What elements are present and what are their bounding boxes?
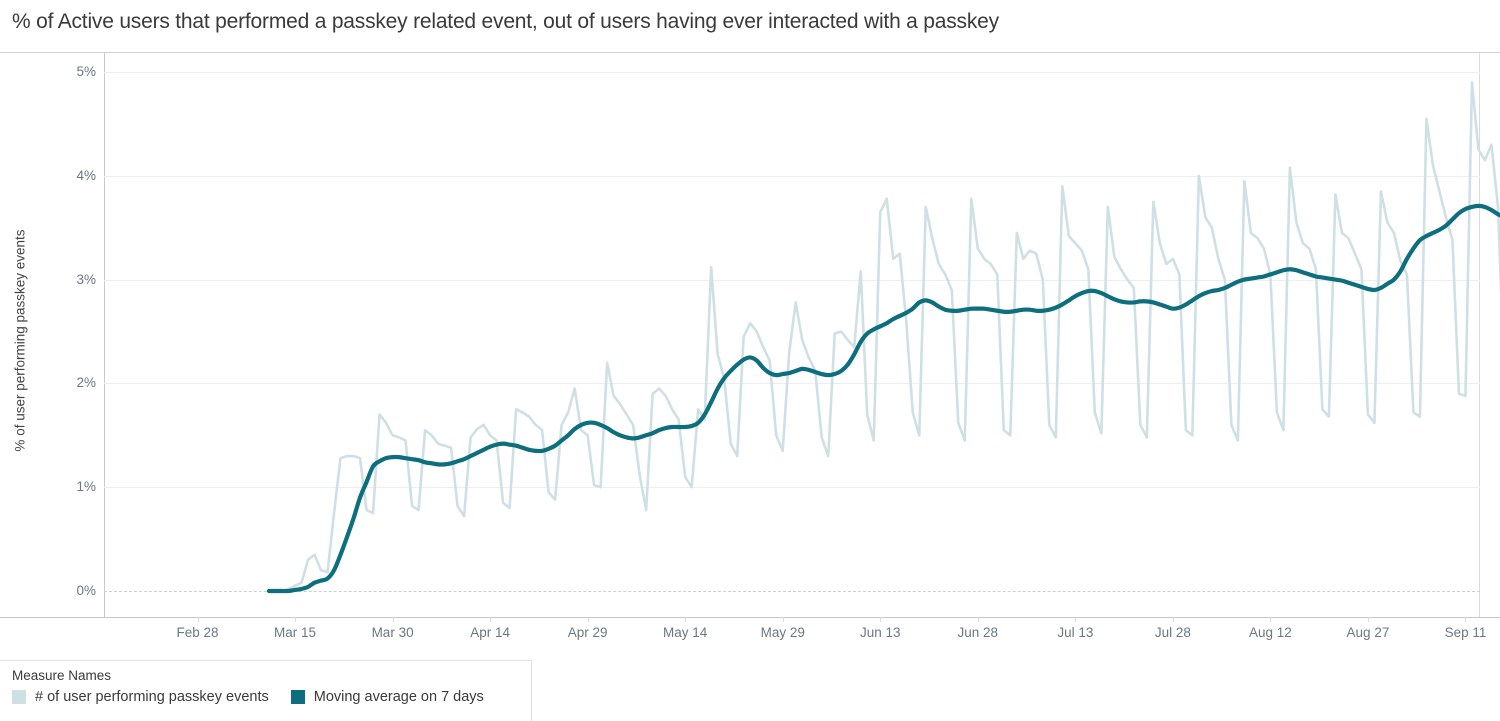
x-tick-mark-may-29 xyxy=(782,617,784,622)
x-tick-mark-jul-13 xyxy=(1075,617,1077,622)
series-line-moving-average xyxy=(266,203,1500,594)
y-axis-title: % of user performing passkey events xyxy=(12,229,28,452)
x-tick-mark-aug-12 xyxy=(1270,617,1272,622)
x-tick-jun-13: Jun 13 xyxy=(859,625,901,640)
x-tick-jun-28: Jun 28 xyxy=(957,625,999,640)
legend-items: # of user performing passkey events Movin… xyxy=(12,689,712,705)
x-tick-mark-mar-30 xyxy=(392,617,394,622)
x-tick-mark-may-14 xyxy=(685,617,687,622)
x-tick-apr-29: Apr 29 xyxy=(567,625,608,640)
x-tick-feb-28: Feb 28 xyxy=(176,625,219,640)
y-tick-2%: 2% xyxy=(76,375,96,391)
legend-item-label: Moving average on 7 days xyxy=(313,689,484,705)
legend-item[interactable]: # of user performing passkey events xyxy=(12,689,269,705)
x-tick-mark-feb-28 xyxy=(197,617,199,622)
x-tick-mark-aug-27 xyxy=(1367,617,1369,622)
x-tick-mar-15: Mar 15 xyxy=(274,625,317,640)
x-tick-may-29: May 29 xyxy=(760,625,805,640)
page-title: % of Active users that performed a passk… xyxy=(12,10,999,33)
y-axis-line xyxy=(104,53,105,617)
gridline-0% xyxy=(104,591,1480,592)
x-tick-apr-14: Apr 14 xyxy=(470,625,510,640)
x-tick-aug-27: Aug 27 xyxy=(1346,625,1390,640)
legend-swatch-movavg xyxy=(290,690,305,704)
legend: Measure Names # of user performing passk… xyxy=(12,668,712,705)
x-tick-mark-sep-11 xyxy=(1465,617,1467,622)
legend-item[interactable]: Moving average on 7 days xyxy=(290,689,484,705)
y-tick-3%: 3% xyxy=(76,271,96,287)
y-tick-1%: 1% xyxy=(76,479,96,495)
series-line-raw-events xyxy=(267,81,1500,593)
x-tick-mar-30: Mar 30 xyxy=(371,625,414,640)
chart-series-svg xyxy=(266,81,1500,594)
x-tick-mark-apr-29 xyxy=(587,617,589,622)
gridline-5% xyxy=(104,72,1480,73)
legend-title: Measure Names xyxy=(12,668,112,683)
x-tick-aug-12: Aug 12 xyxy=(1249,625,1292,640)
plot-right-border xyxy=(1479,53,1480,617)
gridline-2% xyxy=(104,383,1480,385)
x-tick-jul-13: Jul 13 xyxy=(1057,625,1094,640)
y-tick-5%: 5% xyxy=(76,64,96,79)
x-tick-mark-jul-28 xyxy=(1172,617,1174,622)
legend-item-label: # of user performing passkey events xyxy=(35,689,269,705)
x-tick-sep-11: Sep 11 xyxy=(1444,625,1487,640)
gridline-4% xyxy=(104,175,1480,177)
gridline-3% xyxy=(104,279,1480,281)
x-tick-jul-28: Jul 28 xyxy=(1154,625,1191,640)
plot-area xyxy=(104,53,1500,617)
y-tick-0%: 0% xyxy=(76,583,96,598)
title-divider xyxy=(0,52,1500,53)
gridline-1% xyxy=(104,487,1480,489)
legend-divider-vertical xyxy=(531,660,532,721)
x-tick-mark-jun-28 xyxy=(977,617,979,622)
x-tick-mark-apr-14 xyxy=(490,617,492,622)
x-tick-mark-mar-15 xyxy=(295,617,297,622)
legend-swatch-raw xyxy=(12,690,26,704)
legend-divider xyxy=(0,660,532,661)
chart-container: % of user performing passkey events 0% 1%… xyxy=(0,53,1500,653)
y-tick-4%: 4% xyxy=(76,167,96,183)
x-axis-line xyxy=(0,617,1500,618)
x-tick-mark-jun-13 xyxy=(880,617,882,622)
x-tick-may-14: May 14 xyxy=(663,625,708,640)
